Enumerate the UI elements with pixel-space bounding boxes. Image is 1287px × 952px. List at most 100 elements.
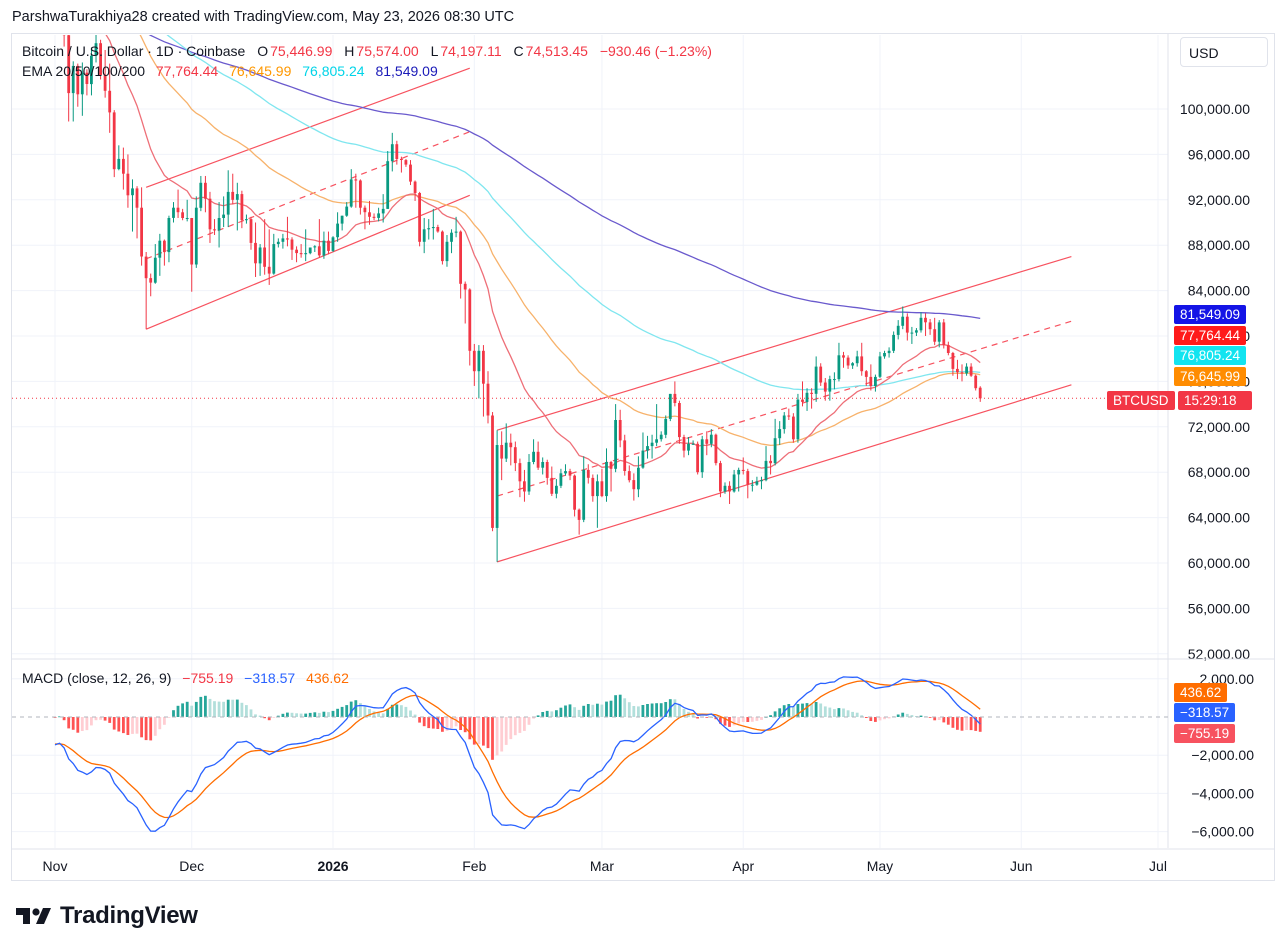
macd-histogram-bar — [199, 696, 203, 717]
candle-body — [258, 247, 262, 264]
candle-body — [217, 218, 221, 231]
ema-label[interactable]: EMA 20/50/100/200 — [22, 63, 145, 79]
macd-pane — [53, 676, 982, 832]
channel-line-4 — [496, 384, 1072, 563]
candle-body — [978, 387, 982, 399]
macd-histogram-bar — [773, 711, 777, 717]
time-axis-tick: Feb — [462, 858, 486, 874]
candle-body — [276, 241, 280, 245]
candle-body — [249, 219, 253, 243]
candle-body — [810, 392, 813, 394]
candle-body — [459, 231, 462, 284]
brand[interactable]: TradingView — [14, 902, 198, 930]
candle-body — [108, 90, 112, 113]
candle-body — [359, 180, 362, 208]
candle-body — [559, 473, 563, 486]
macd-histogram-bar — [787, 704, 791, 717]
macd-histogram-bar — [468, 717, 472, 740]
candle-body — [336, 223, 339, 238]
macd-histogram-bar — [122, 717, 125, 734]
macd-histogram-bar — [896, 714, 900, 717]
candle-body — [299, 253, 303, 255]
countdown-tag: 15:29:18 — [1178, 391, 1252, 410]
candle-body — [226, 191, 230, 215]
candle-body — [103, 74, 107, 91]
macd-histogram-bar — [290, 712, 294, 717]
macd-label[interactable]: MACD (close, 12, 26, 9) — [22, 670, 172, 686]
candle-body — [933, 329, 937, 342]
macd-histogram-bar — [545, 710, 549, 717]
high-value: 75,574.00 — [356, 43, 419, 59]
candle-body — [404, 160, 408, 165]
candle-body — [158, 240, 162, 258]
macd-histogram-bar — [696, 717, 699, 719]
macd-histogram-bar — [450, 717, 453, 729]
macd-histogram-bar — [340, 706, 344, 717]
candle-body — [691, 443, 695, 445]
macd-histogram-bar — [937, 717, 941, 720]
high-label: H — [344, 43, 355, 59]
macd-histogram-bar — [413, 714, 417, 717]
macd-histogram-bar — [573, 707, 576, 717]
macd-histogram-bar — [586, 704, 590, 717]
symbol-title[interactable]: Bitcoin / U.S. Dollar · 1D · Coinbase — [22, 43, 246, 59]
candle-body — [418, 193, 421, 242]
macd-histogram-bar — [190, 705, 194, 717]
macd-histogram-bar — [71, 717, 75, 730]
candle-body — [349, 179, 353, 207]
macd-histogram-bar — [513, 717, 517, 736]
candle-body — [664, 418, 668, 435]
macd-histogram-bar — [67, 717, 71, 729]
macd-histogram-bar — [427, 717, 431, 729]
candle-body — [714, 434, 718, 464]
candle-body — [500, 445, 504, 459]
macd-histogram-bar — [349, 701, 353, 717]
macd-histogram-bar — [504, 717, 508, 745]
macd-histogram-bar — [181, 703, 184, 717]
macd-histogram-bar — [723, 717, 727, 726]
symbol-price-tag: BTCUSD — [1107, 391, 1175, 410]
macd-histogram-bar — [144, 717, 148, 741]
candle-body — [491, 415, 494, 528]
candle-body — [281, 238, 285, 242]
macd-histogram-bar — [217, 701, 221, 717]
candle-body — [851, 363, 854, 366]
candle-body — [222, 214, 225, 218]
candle-body — [846, 357, 850, 366]
candle-body — [892, 334, 895, 351]
candle-body — [381, 208, 385, 214]
candle-body — [814, 366, 818, 394]
candle-body — [668, 393, 672, 419]
chart-attribution: ParshwaTurakhiya28 created with TradingV… — [12, 9, 515, 25]
candle-body — [869, 376, 873, 386]
price-axis-tick: 88,000.00 — [1188, 237, 1250, 253]
macd-histogram-bar — [454, 717, 458, 727]
candle-body — [513, 447, 517, 464]
macd-histogram-bar — [614, 695, 617, 717]
macd-histogram-bar — [837, 708, 841, 717]
time-axis-tick: Nov — [43, 858, 68, 874]
macd-histogram-bar — [901, 712, 905, 717]
candle-body — [208, 198, 212, 230]
macd-histogram-bar — [395, 704, 399, 717]
macd-histogram-bar — [386, 708, 390, 717]
macd-histogram-bar — [568, 704, 572, 717]
candle-body — [951, 353, 955, 369]
macd-signal-line — [54, 680, 981, 819]
candle-body — [969, 366, 973, 376]
candle-body — [568, 471, 572, 476]
macd-histogram-bar — [527, 717, 531, 725]
macd-histogram-bar — [336, 708, 339, 717]
macd-histogram-bar — [664, 702, 668, 717]
candle-body — [235, 194, 239, 200]
candle-body — [304, 253, 308, 255]
macd-histogram-bar — [176, 705, 180, 717]
macd-histogram-bar — [482, 717, 485, 746]
candle-body — [322, 240, 326, 256]
currency-button[interactable]: USD — [1180, 37, 1268, 67]
macd-histogram-bar — [245, 705, 248, 717]
macd-histogram-bar — [851, 711, 854, 717]
candle-body — [172, 207, 175, 218]
